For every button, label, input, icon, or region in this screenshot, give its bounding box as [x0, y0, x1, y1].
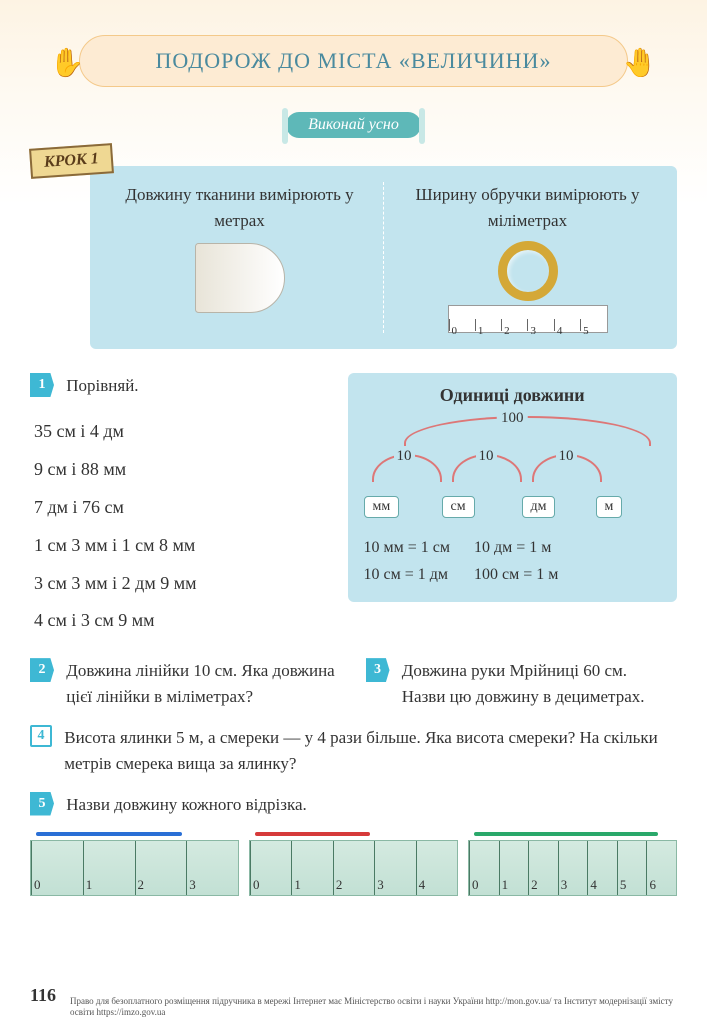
ruler-tick: 4	[416, 841, 457, 895]
hand-left-icon: ✋	[50, 46, 85, 80]
unit-10: 10	[476, 448, 497, 465]
segment-line	[255, 832, 370, 836]
task5: 5 Назви довжину кожного відрізка.	[30, 792, 677, 818]
eq: 100 см = 1 м	[474, 561, 558, 588]
big-ruler: 0123	[30, 840, 239, 896]
fabric-roll-icon	[195, 243, 285, 313]
compare-item: 3 см 3 мм і 2 дм 9 мм	[34, 565, 328, 603]
info-left-text: Довжину тканини вимірюють у метрах	[106, 182, 373, 233]
compare-item: 1 см 3 мм і 1 см 8 мм	[34, 527, 328, 565]
unit-box: дм	[522, 496, 556, 518]
page-title: ПОДОРОЖ ДО МІСТА «ВЕЛИЧИНИ»	[110, 48, 598, 74]
info-right-text: Ширину обручки вимірюють у міліметрах	[394, 182, 661, 233]
info-panel: Довжину тканини вимірюють у метрах Ширин…	[90, 166, 677, 349]
eq: 10 см = 1 дм	[364, 561, 451, 588]
page-number: 116	[30, 985, 56, 1006]
ruler-tick: 1	[83, 841, 135, 895]
ruler-tick: 3	[558, 841, 588, 895]
task4: 4 Висота ялинки 5 м, а смереки — у 4 раз…	[30, 725, 677, 778]
segment-line	[36, 832, 182, 836]
task4-text: Висота ялинки 5 м, а смереки — у 4 рази …	[64, 725, 671, 778]
equations: 10 мм = 1 см 10 см = 1 дм 10 дм = 1 м 10…	[364, 534, 662, 588]
task3-text: Довжина руки Мрійниці 60 см. Назви цю до…	[402, 658, 674, 711]
ruler-tick: 5	[580, 319, 606, 331]
subtitle-pill: Виконай усно	[286, 112, 421, 138]
ruler-tick: 5	[617, 841, 647, 895]
task2: 2 Довжина лінійки 10 см. Яка довжина ціє…	[30, 658, 342, 711]
ruler-tick: 4	[587, 841, 617, 895]
step-sign: КРОК 1	[29, 143, 114, 179]
eq: 10 дм = 1 м	[474, 534, 558, 561]
hand-right-icon: 🤚	[623, 46, 658, 80]
unit-box: см	[442, 496, 475, 518]
compare-list: 35 см і 4 дм 9 см і 88 мм 7 дм і 76 см 1…	[34, 413, 328, 640]
ruler-tick: 0	[469, 841, 499, 895]
ruler-tick: 2	[333, 841, 374, 895]
compare-item: 35 см і 4 дм	[34, 413, 328, 451]
task5-text: Назви довжину кожного відрізка.	[66, 792, 673, 818]
mini-ruler: 0 1 2 3 4 5	[448, 305, 608, 333]
ruler-1: 0123	[30, 832, 239, 896]
task2-text: Довжина лінійки 10 см. Яка довжина цієї …	[66, 658, 338, 711]
unit-diagram: 100 10 10 10 мм см дм м	[364, 414, 662, 524]
task-number: 2	[30, 658, 54, 682]
ruler-tick: 4	[554, 319, 580, 331]
unit-10: 10	[394, 448, 415, 465]
unit-box: м	[596, 496, 623, 518]
unit-10: 10	[556, 448, 577, 465]
ruler-tick: 2	[501, 319, 527, 331]
ruler-tick: 2	[135, 841, 187, 895]
title-banner: ✋ ПОДОРОЖ ДО МІСТА «ВЕЛИЧИНИ» 🤚	[79, 35, 629, 87]
task1-col: 1 Порівняй. 35 см і 4 дм 9 см і 88 мм 7 …	[30, 373, 328, 640]
unit-100: 100	[497, 410, 528, 427]
ruler-tick: 2	[528, 841, 558, 895]
task-number: 3	[366, 658, 390, 682]
task-number: 4	[30, 725, 52, 747]
units-panel: Одиниці довжини 100 10 10 10 мм см дм м …	[348, 373, 678, 602]
footer-note: Право для безоплатного розміщення підруч…	[70, 996, 677, 1018]
big-ruler: 0123456	[468, 840, 677, 896]
compare-item: 4 см і 3 см 9 мм	[34, 602, 328, 640]
ruler-row: 0123 01234 0123456	[30, 832, 677, 896]
task3: 3 Довжина руки Мрійниці 60 см. Назви цю …	[366, 658, 678, 711]
ruler-tick: 3	[527, 319, 553, 331]
ruler-tick: 6	[646, 841, 676, 895]
eq: 10 мм = 1 см	[364, 534, 451, 561]
big-ruler: 01234	[249, 840, 458, 896]
ruler-tick: 3	[374, 841, 415, 895]
info-left: Довжину тканини вимірюють у метрах	[106, 182, 373, 333]
ruler-tick: 1	[475, 319, 501, 331]
segment-line	[474, 832, 658, 836]
ring-icon	[498, 241, 558, 301]
ruler-tick: 1	[291, 841, 332, 895]
info-right: Ширину обручки вимірюють у міліметрах 0 …	[383, 182, 661, 333]
ruler-tick: 1	[499, 841, 529, 895]
ruler-3: 0123456	[468, 832, 677, 896]
ruler-tick: 0	[250, 841, 291, 895]
unit-box: мм	[364, 496, 400, 518]
ruler-tick: 3	[186, 841, 238, 895]
task-number: 1	[30, 373, 54, 397]
ruler-tick: 0	[31, 841, 83, 895]
compare-item: 7 дм і 76 см	[34, 489, 328, 527]
task1-title: Порівняй.	[66, 376, 138, 395]
ruler-2: 01234	[249, 832, 458, 896]
task-number: 5	[30, 792, 54, 816]
units-heading: Одиниці довжини	[364, 385, 662, 406]
compare-item: 9 см і 88 мм	[34, 451, 328, 489]
ruler-tick: 0	[449, 319, 475, 331]
